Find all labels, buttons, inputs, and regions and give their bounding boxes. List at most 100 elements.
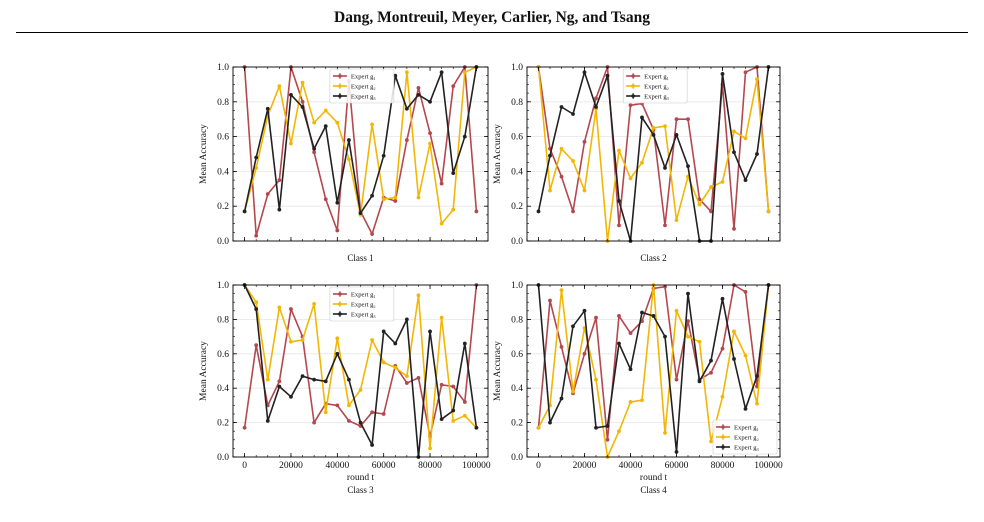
legend-label-g2: Expert g₂ [734,435,759,442]
data-point-g1 [617,223,621,228]
data-point-g1 [370,410,374,415]
x-tick-label: 100000 [754,461,783,471]
data-point-g3 [594,425,598,430]
data-point-g3 [289,394,293,399]
y-tick-label: 1.0 [511,63,523,73]
legend-label-g3: Expert g₃ [351,94,376,101]
data-point-g2 [451,418,456,423]
data-point-g2 [323,108,328,113]
data-point-g1 [582,351,587,356]
data-point-g3 [640,115,644,120]
data-point-g2 [732,129,736,134]
data-point-g2 [571,159,575,163]
x-tick-label: 20000 [279,461,303,471]
x-tick-label: 20000 [573,461,597,471]
data-point-g1 [686,319,690,324]
data-point-g2 [582,188,587,193]
data-point-g1 [416,375,421,380]
data-point-g3 [628,367,633,372]
y-tick-label: 0.8 [511,98,523,108]
data-point-g3 [277,207,282,212]
data-point-g3 [265,418,270,423]
data-point-g3 [323,379,328,384]
data-point-g3 [289,92,293,97]
chart-panel-4: 0.0 0.2 0.4 0.6 0.8 1.0 0 20000 40000 60000 80000 1… [493,281,783,495]
data-point-g3 [393,341,398,346]
legend-label-g2: Expert g₂ [351,84,376,91]
data-point-g3 [370,443,374,447]
data-point-g1 [451,384,456,389]
data-point-g3 [571,112,575,116]
legend-marker-g2 [338,302,342,306]
x-axis-label: round t [640,473,668,483]
data-point-g2 [709,185,713,189]
data-point-g3 [428,329,432,334]
data-point-g2 [462,70,467,75]
legend-marker-g3 [338,94,342,98]
y-tick-label: 0.6 [511,133,523,143]
legend-label-g1: Expert g₁ [351,292,376,299]
data-point-g1 [370,232,374,236]
y-axis-label: Mean Accuracy [493,124,503,184]
y-tick-label: 0.4 [217,384,229,394]
legend-marker-g1 [721,425,725,429]
data-point-g2 [416,293,421,298]
data-point-g2 [254,166,259,170]
y-tick-label: 0.8 [217,98,229,108]
data-point-g2 [312,302,317,306]
data-point-g2 [347,157,351,162]
y-tick-label: 0.0 [511,237,523,247]
data-point-g1 [709,209,713,214]
x-axis-label: round t [347,473,375,483]
data-point-g1 [416,85,421,90]
y-tick-label: 0.6 [217,350,229,360]
panel-title: Class 3 [347,485,374,495]
data-point-g1 [686,117,690,122]
data-point-g1 [439,181,444,186]
y-axis-label: Mean Accuracy [199,341,209,401]
data-point-g2 [686,334,690,339]
legend: Expert g₁ Expert g₂ Expert g₃ [329,68,395,104]
data-point-g3 [358,420,363,425]
data-point-g2 [404,374,409,379]
data-point-g3 [720,296,725,301]
y-tick-label: 0.2 [217,419,229,429]
data-point-g2 [548,188,552,193]
data-point-g1 [289,307,293,311]
data-point-g2 [277,84,282,89]
data-point-g3 [358,211,363,216]
data-point-g3 [617,199,621,203]
y-tick-label: 0.2 [217,202,229,212]
data-point-g3 [347,377,351,382]
data-point-g3 [663,166,667,170]
y-tick-label: 0.6 [217,133,229,143]
data-point-g2 [358,388,363,392]
data-point-g3 [462,341,467,346]
data-point-g2 [720,394,725,399]
page-header: Dang, Montreuil, Meyer, Carlier, Ng, and… [0,0,984,40]
x-tick-label: 0 [242,461,247,471]
chart-panel-2: 0.0 0.2 0.4 0.6 0.8 1.0 Mean Accuracy Class 2 Ex… [493,63,781,263]
x-tick-label: 100000 [462,461,491,471]
data-point-g2 [732,329,736,334]
x-tick-label: 60000 [665,461,689,471]
data-point-g3 [732,150,736,155]
data-point-g1 [548,298,552,303]
data-point-g1 [559,174,564,179]
y-tick-label: 0.0 [511,453,523,463]
data-point-g3 [451,408,456,413]
data-point-g2 [300,338,305,342]
data-point-g1 [404,138,409,142]
data-point-g2 [300,80,305,85]
y-tick-label: 0.8 [511,315,523,325]
data-point-g2 [674,218,679,223]
data-point-g2 [640,160,644,165]
legend-label-g1: Expert g₁ [351,74,376,81]
data-point-g3 [404,106,409,111]
data-point-g3 [743,406,748,411]
data-point-g1 [277,379,282,384]
data-point-g1 [300,99,305,104]
data-point-g1 [674,377,679,382]
data-point-g3 [451,171,456,176]
